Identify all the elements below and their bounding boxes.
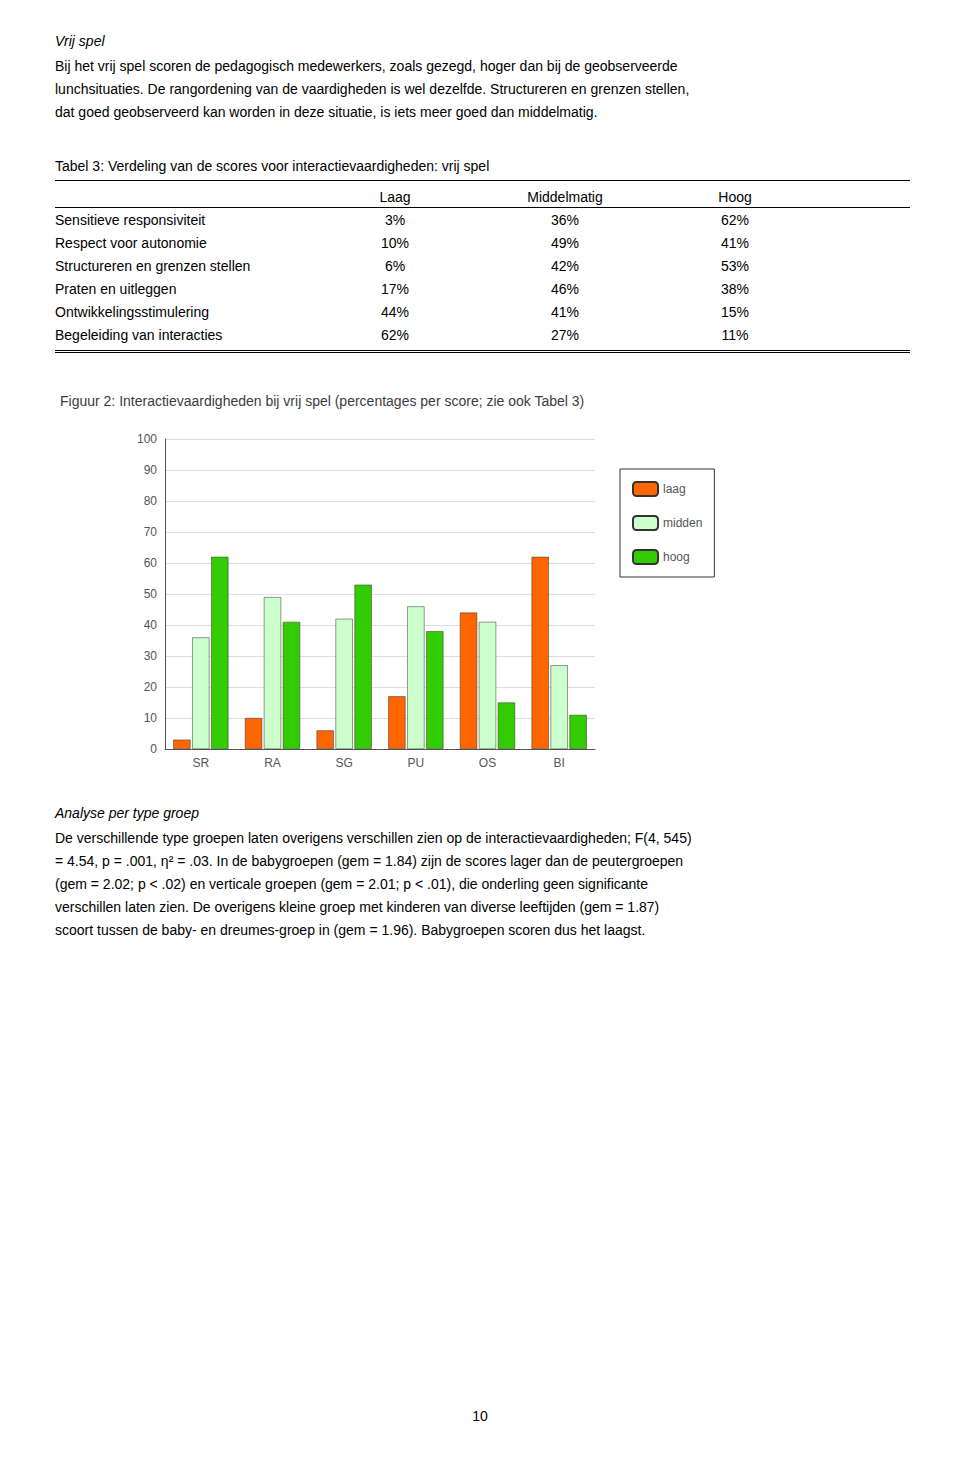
html-text:41%: 41% [551,303,579,320]
html-text:Hoog: Hoog [718,189,752,205]
svg-text:40: 40 [144,618,158,632]
html-text:44%: 44% [381,303,409,320]
svg-text:midden: midden [663,516,702,530]
html-text:27%: 27% [551,326,579,343]
html-text:17%: 17% [381,280,409,297]
svg-text:60: 60 [144,556,158,570]
svg-text:50: 50 [144,587,158,601]
svg-text:80: 80 [144,494,158,508]
html-text:62%: 62% [721,211,749,228]
html-text:Sensitieve responsiviteit: Sensitieve responsiviteit [55,211,206,228]
html-text:scoort tussen de baby- en dreu: scoort tussen de baby- en dreumes-groep … [55,922,646,938]
svg-text:0: 0 [150,742,157,756]
html-text:= 4.54, p = .001, η² = .03. In: = 4.54, p = .001, η² = .03. In de babygr… [55,853,684,869]
svg-text:BI: BI [553,756,564,770]
html-text:6%: 6% [384,257,406,274]
html-text:46%: 46% [551,280,579,297]
svg-text:hoog: hoog [663,550,690,564]
html-text:41%: 41% [721,234,749,251]
html-text:11%: 11% [721,326,749,343]
svg-text:laag: laag [663,482,686,496]
svg-text:20: 20 [144,680,158,694]
html-text:10%: 10% [381,234,409,251]
svg-text:100: 100 [137,432,157,446]
html-text:10: 10 [472,1408,488,1424]
html-text:Respect voor autonomie: Respect voor autonomie [55,234,207,251]
html-text:verschillen laten zien. De ove: verschillen laten zien. De overigens kle… [55,899,660,915]
html-text:lunchsituaties. De rangordenin: lunchsituaties. De rangordening van de v… [55,81,690,97]
svg-text:SG: SG [335,756,352,770]
svg-text:SR: SR [192,756,209,770]
html-text:Tabel 3: Verdeling van de scor: Tabel 3: Verdeling van de scores voor in… [55,158,490,174]
html-text:dat goed geobserveerd kan word: dat goed geobserveerd kan worden in deze… [55,104,598,120]
svg-text:90: 90 [144,463,158,477]
svg-text:RA: RA [264,756,281,770]
html-text:38%: 38% [721,280,749,297]
html-text:49%: 49% [551,234,579,251]
svg-text:70: 70 [144,525,158,539]
html-text:Vrij spel: Vrij spel [55,33,105,49]
svg-text:Figuur 2: Interactievaardighed: Figuur 2: Interactievaardigheden bij vri… [60,393,584,409]
html-text:Ontwikkelingsstimulering: Ontwikkelingsstimulering [55,303,210,320]
svg-text:OS: OS [479,756,496,770]
svg-text:PU: PU [407,756,424,770]
html-text:62%: 62% [381,326,409,343]
html-text:Middelmatig: Middelmatig [527,189,603,205]
html-text:Praten en uitleggen: Praten en uitleggen [55,280,177,297]
html-text:Begeleiding van interacties: Begeleiding van interacties [55,326,223,343]
html-text:3%: 3% [384,211,406,228]
svg-text:30: 30 [144,649,158,663]
html-text:De verschillende type groepen: De verschillende type groepen laten over… [55,830,692,846]
html-text:42%: 42% [551,257,579,274]
html-text:Bij het vrij spel scoren de pe: Bij het vrij spel scoren de pedagogisch … [55,58,678,74]
html-text:Analyse per type groep: Analyse per type groep [55,805,199,821]
html-text:15%: 15% [721,303,749,320]
html-text:(gem = 2.02; p < .02) en verti: (gem = 2.02; p < .02) en verticale groep… [55,876,648,892]
html-text:Laag: Laag [379,189,411,205]
svg-text:10: 10 [144,711,158,725]
html-text:36%: 36% [551,211,579,228]
html-text:53%: 53% [721,257,749,274]
html-text:Structureren en grenzen stelle: Structureren en grenzen stellen [55,257,251,274]
